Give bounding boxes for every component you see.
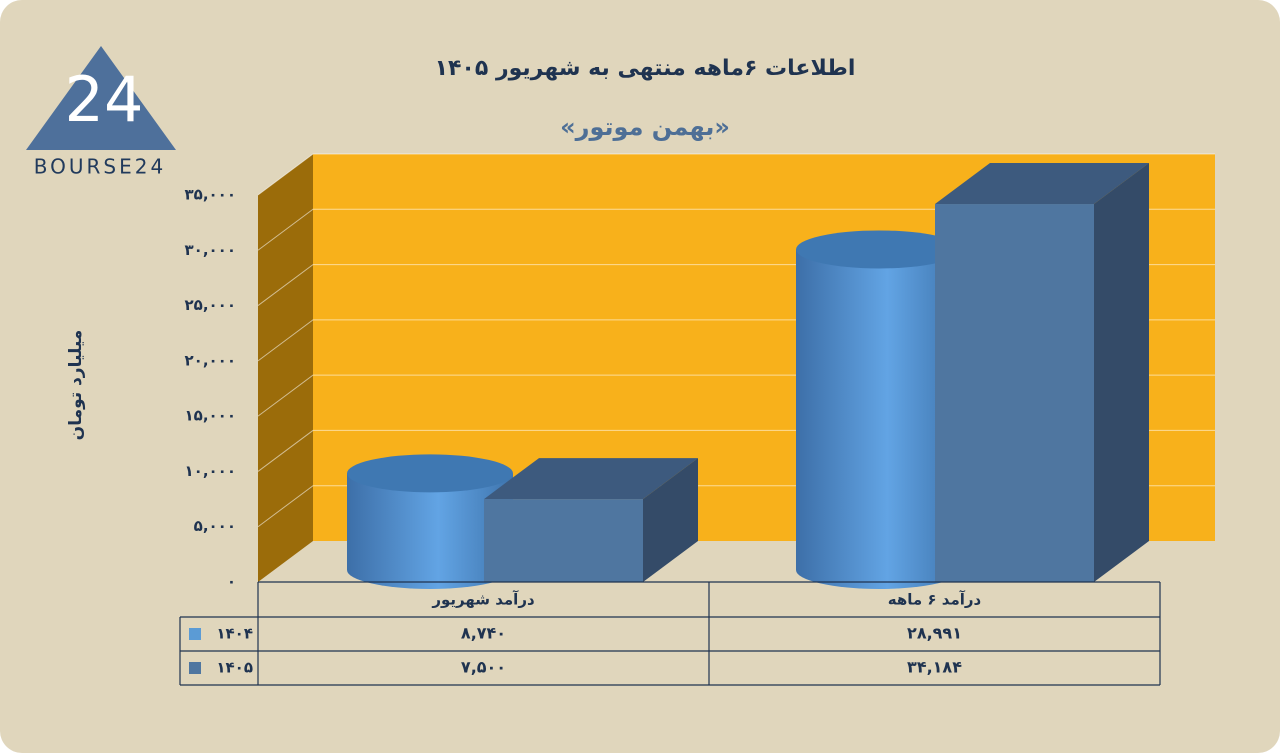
y-tick-label: ۳۵,۰۰۰ [185, 186, 236, 204]
y-tick-label: ۱۵,۰۰۰ [185, 407, 236, 425]
bar [796, 249, 962, 589]
plot: ۰ ۵,۰۰۰ ۱۰,۰۰۰ ۱۵,۰۰۰ ۲۰,۰۰۰ ۲۵,۰۰۰ ۳۰,۰۰۰ ۳۵,۰… [179, 153, 1215, 686]
bar [484, 499, 643, 582]
bar-side [1094, 163, 1149, 582]
y-tick-label: ۰ [227, 573, 236, 591]
legend-swatch [189, 662, 201, 674]
value-label: ۷,۵۰۰ [461, 658, 506, 677]
grid-line [257, 208, 1215, 251]
value-label: ۳۴,۱۸۴ [907, 658, 962, 677]
y-tick-label: ۲۵,۰۰۰ [185, 296, 236, 314]
side-wall [258, 154, 313, 582]
legend-swatch [189, 628, 201, 640]
y-tick-label: ۱۰,۰۰۰ [185, 462, 236, 480]
logo-triangle [26, 46, 176, 150]
chart-title: اطلاعات ۶ماهه منتهی به شهریور ۱۴۰۵ [435, 56, 856, 81]
bar-top [347, 454, 513, 493]
legend-label: ۱۴۰۴ [216, 625, 253, 643]
value-label: ۲۸,۹۹۱ [907, 624, 962, 643]
bar-top [796, 230, 962, 269]
y-tick-label: ۳۰,۰۰۰ [185, 241, 236, 259]
bar [347, 473, 513, 589]
logo-text: BOURSE24 [34, 155, 166, 179]
y-tick-label: ۲۰,۰۰۰ [185, 351, 236, 369]
logo-mark: 24 [65, 63, 144, 136]
bar-top [935, 163, 1149, 205]
bar-side [643, 458, 698, 582]
bar [935, 204, 1094, 582]
y-tick-label: ۵,۰۰۰ [194, 517, 236, 535]
category-label: درآمد شهریور [431, 591, 535, 609]
grid-line [257, 153, 1215, 196]
legend-label: ۱۴۰۵ [216, 659, 253, 677]
y-axis-label: میلیارد تومان [66, 330, 86, 441]
value-label: ۸,۷۴۰ [461, 624, 506, 643]
category-label: درآمد ۶ ماهه [888, 591, 982, 609]
bar-top [484, 458, 698, 500]
chart-subtitle: «بهمن موتور» [560, 113, 730, 141]
